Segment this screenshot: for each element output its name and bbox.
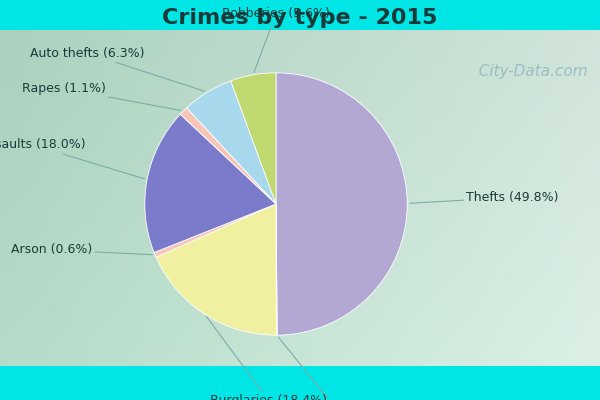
Text: Rapes (1.1%): Rapes (1.1%) bbox=[22, 82, 181, 110]
Text: Burglaries (18.4%): Burglaries (18.4%) bbox=[206, 316, 328, 400]
Text: Arson (0.6%): Arson (0.6%) bbox=[11, 244, 152, 256]
Text: Auto thefts (6.3%): Auto thefts (6.3%) bbox=[30, 47, 205, 91]
Wedge shape bbox=[276, 73, 407, 335]
Wedge shape bbox=[156, 204, 277, 335]
Wedge shape bbox=[154, 204, 276, 257]
Text: Robberies (5.6%): Robberies (5.6%) bbox=[222, 7, 330, 72]
Text: Assaults (18.0%): Assaults (18.0%) bbox=[0, 138, 145, 179]
Wedge shape bbox=[231, 73, 276, 204]
Text: Crimes by type - 2015: Crimes by type - 2015 bbox=[163, 8, 437, 28]
Wedge shape bbox=[187, 81, 276, 204]
Wedge shape bbox=[276, 204, 277, 335]
Text: City-Data.com: City-Data.com bbox=[469, 64, 588, 78]
Text: Thefts (49.8%): Thefts (49.8%) bbox=[410, 191, 559, 204]
Wedge shape bbox=[145, 114, 276, 252]
Wedge shape bbox=[180, 108, 276, 204]
Text: Murders (0.1%): Murders (0.1%) bbox=[278, 337, 383, 400]
